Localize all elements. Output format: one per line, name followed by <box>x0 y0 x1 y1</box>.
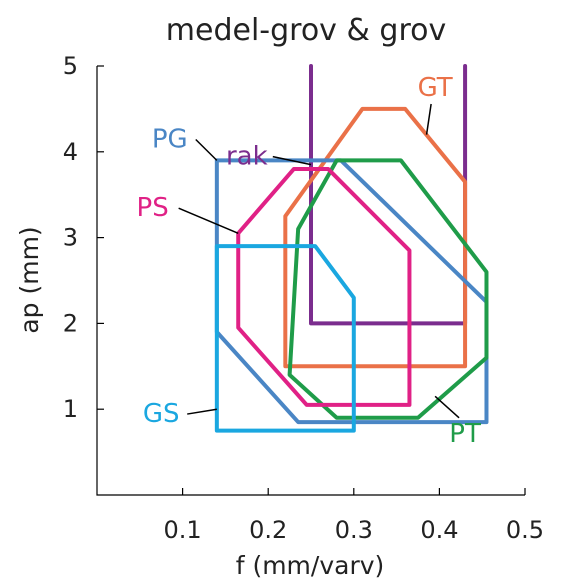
x-axis-label: f (mm/varv) <box>236 551 385 580</box>
region-gt <box>283 106 468 369</box>
leader-line-rak <box>272 155 312 166</box>
leader-line-gs <box>187 408 217 415</box>
leader-line-ps <box>178 207 239 235</box>
y-axis-label: ap (mm) <box>15 226 44 333</box>
leader-line-gt <box>425 103 432 135</box>
axis-lines <box>96 66 525 496</box>
region-gs <box>214 244 356 433</box>
x-tick-label: 0.5 <box>506 516 544 544</box>
region-ps <box>236 166 412 407</box>
region-rak <box>309 64 468 326</box>
y-tick-label: 3 <box>63 224 78 252</box>
region-labels: rak GT PG PT PS GS <box>137 73 481 449</box>
region-gt-pt <box>287 158 489 420</box>
x-tick-label: 0.3 <box>335 516 373 544</box>
leader-line-pg <box>195 138 218 161</box>
plot-area <box>96 66 525 496</box>
region-label-gs: GS <box>143 399 180 429</box>
x-axis: 0.1 0.2 0.3 0.4 0.5 <box>164 488 544 544</box>
y-tick-label: 1 <box>63 395 78 423</box>
leader-line-pt <box>434 395 460 419</box>
region-label-pg: PG <box>152 125 188 155</box>
region-label-gt: GT <box>418 73 453 103</box>
region-label-pt: PT <box>449 419 481 449</box>
y-tick-label: 2 <box>63 309 78 337</box>
region-pg <box>214 158 489 425</box>
regions <box>214 64 489 433</box>
y-axis: 1 2 3 4 5 <box>63 52 104 423</box>
x-tick-label: 0.2 <box>249 516 287 544</box>
x-tick-label: 0.4 <box>420 516 458 544</box>
region-label-rak: rak <box>226 142 268 172</box>
x-tick-label: 0.1 <box>164 516 202 544</box>
region-label-ps: PS <box>137 193 169 223</box>
y-tick-label: 5 <box>63 52 78 80</box>
y-tick-label: 4 <box>63 138 78 166</box>
chart-title: medel-grov & grov <box>166 13 446 48</box>
